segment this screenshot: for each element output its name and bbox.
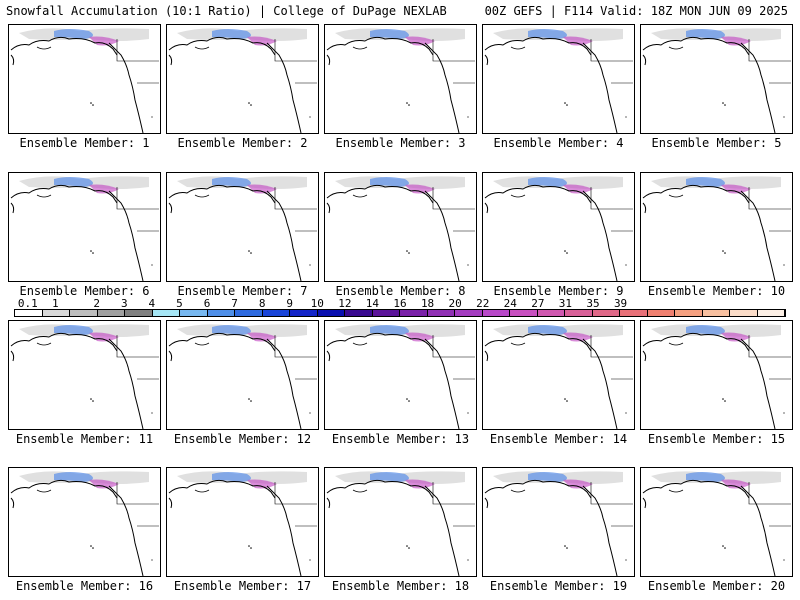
panel-label: Ensemble Member: 17 [173, 579, 312, 593]
colorbar-label: 18 [420, 297, 435, 310]
colorbar-swatch [510, 310, 538, 316]
forecast-map [324, 320, 477, 430]
run-valid-time: 00Z GEFS | F114 Valid: 18Z MON JUN 09 20… [484, 4, 788, 18]
colorbar-label: 22 [476, 297, 490, 310]
colorbar-swatch [97, 310, 125, 316]
forecast-map [324, 172, 477, 282]
colorbar-swatch [620, 310, 648, 316]
forecast-map [8, 24, 161, 134]
forecast-map [8, 467, 161, 577]
colorbar-label: 4 [148, 297, 156, 310]
forecast-map [482, 172, 635, 282]
panel-label: Ensemble Member: 15 [647, 432, 786, 446]
colorbar-label: 2 [93, 297, 101, 310]
colorbar-swatch [235, 310, 263, 316]
panel-label: Ensemble Member: 6 [19, 284, 150, 298]
colorbar-swatch [427, 310, 455, 316]
panel-label: Ensemble Member: 11 [15, 432, 154, 446]
panel-label: Ensemble Member: 7 [177, 284, 308, 298]
colorbar-swatch [180, 310, 208, 316]
panel-label: Ensemble Member: 18 [331, 579, 470, 593]
forecast-map [640, 467, 793, 577]
forecast-map [482, 24, 635, 134]
colorbar-swatch [262, 310, 290, 316]
colorbar-swatch [372, 310, 400, 316]
panel-label: Ensemble Member: 13 [331, 432, 470, 446]
colorbar-label: 3 [120, 297, 128, 310]
forecast-map [166, 24, 319, 134]
colorbar-swatch [317, 310, 345, 316]
panel-label: Ensemble Member: 3 [335, 136, 466, 150]
colorbar-swatch [125, 310, 153, 316]
forecast-map [324, 24, 477, 134]
colorbar-label: 12 [338, 297, 352, 310]
panel-label: Ensemble Member: 5 [651, 136, 782, 150]
colorbar-label: 1 [52, 297, 59, 310]
colorbar-label: 35 [586, 297, 600, 310]
colorbar-swatch [207, 310, 235, 316]
panel-label: Ensemble Member: 16 [15, 579, 154, 593]
panel-label: Ensemble Member: 2 [177, 136, 308, 150]
panel-label: Ensemble Member: 9 [493, 284, 624, 298]
panel-label: Ensemble Member: 4 [493, 136, 624, 150]
colorbar-swatch [730, 310, 758, 316]
panel-label: Ensemble Member: 1 [19, 136, 150, 150]
forecast-map [166, 320, 319, 430]
colorbar-label: 14 [365, 297, 380, 310]
colorbar-swatch [537, 310, 565, 316]
colorbar-labels: 0.1 1 2 3 4 5 6 7 8 9 10 12 14 16 18 20 22 24 27 31 35 39 [14, 297, 786, 310]
panel-label: Ensemble Member: 8 [335, 284, 466, 298]
panel-label: Ensemble Member: 10 [647, 284, 786, 298]
colorbar-label: 8 [258, 297, 266, 310]
colorbar-swatch [565, 310, 593, 316]
panel-label: Ensemble Member: 14 [489, 432, 628, 446]
colorbar-label: 7 [231, 297, 238, 310]
colorbar-label: 5 [176, 297, 183, 310]
forecast-map [640, 320, 793, 430]
colorbar-label: 39 [613, 297, 628, 310]
colorbar-swatch [455, 310, 483, 316]
colorbar-label: 10 [310, 297, 324, 310]
colorbar [14, 309, 786, 317]
colorbar-label: 27 [531, 297, 545, 310]
forecast-map [482, 320, 635, 430]
colorbar-label: 0.1 [17, 297, 38, 310]
panel-label: Ensemble Member: 20 [647, 579, 786, 593]
colorbar-swatch [70, 310, 98, 316]
colorbar-swatch [290, 310, 318, 316]
forecast-map [166, 172, 319, 282]
forecast-map [640, 172, 793, 282]
colorbar-label: 20 [448, 297, 462, 310]
colorbar-swatch [15, 310, 43, 316]
forecast-map [324, 467, 477, 577]
forecast-map [166, 467, 319, 577]
colorbar-label: 24 [503, 297, 517, 310]
colorbar-swatch [345, 310, 373, 316]
panel-label: Ensemble Member: 12 [173, 432, 312, 446]
colorbar-label: 9 [286, 297, 294, 310]
forecast-map [8, 172, 161, 282]
forecast-map [8, 320, 161, 430]
forecast-map [482, 467, 635, 577]
chart-title: Snowfall Accumulation (10:1 Ratio) | Col… [6, 4, 447, 18]
colorbar-swatch [42, 310, 70, 316]
forecast-map [640, 24, 793, 134]
colorbar-label: 16 [393, 297, 407, 310]
colorbar-swatch [647, 310, 675, 316]
colorbar-swatch [702, 310, 730, 316]
colorbar-swatch [675, 310, 703, 316]
colorbar-swatch [400, 310, 428, 316]
colorbar-swatch [152, 310, 180, 316]
colorbar-swatch [757, 310, 785, 316]
colorbar-swatch [482, 310, 510, 316]
colorbar-label: 6 [203, 297, 211, 310]
colorbar-label: 31 [558, 297, 573, 310]
colorbar-swatch [592, 310, 620, 316]
panel-label: Ensemble Member: 19 [489, 579, 628, 593]
